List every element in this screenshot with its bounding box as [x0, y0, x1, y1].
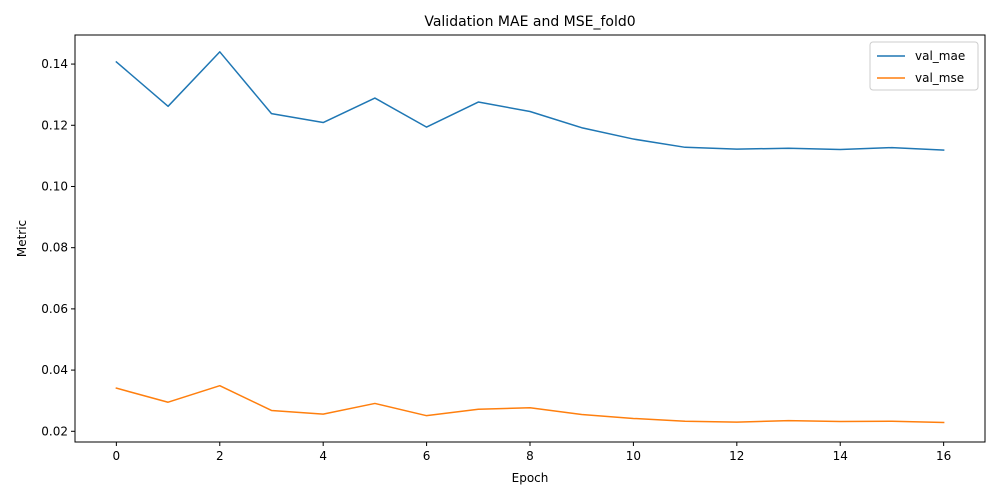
legend-items: val_mae val_mse [877, 49, 965, 85]
plot-area: 0 2 4 6 8 10 12 14 16 0.020.040.060.080.100.120.… [41, 34, 986, 463]
y-axis-ticks: 0.02 0.04 0.06 0.08 0.10 0.12 0.14 [41, 57, 75, 438]
y-tick-label: 0.02 [41, 424, 68, 438]
chart-title: Validation MAE and MSE_fold0 [424, 14, 635, 30]
y-tick-label: 0.08 [41, 241, 68, 255]
y-tick-label: 0.14 [41, 57, 68, 71]
y-tick-label: 0.10 [41, 179, 68, 193]
x-tick-label: 16 [936, 449, 951, 463]
x-tick-label: 4 [319, 449, 327, 463]
x-tick-label: 8 [526, 449, 534, 463]
series-line-val-mae [115, 51, 945, 151]
y-tick-label: 0.12 [41, 118, 68, 132]
x-tick-label: 14 [833, 449, 848, 463]
series-lines [115, 51, 945, 424]
legend: val_mae val_mse [869, 41, 979, 91]
x-tick-label: 2 [216, 449, 224, 463]
x-tick-label: 12 [729, 449, 744, 463]
x-tick-label: 6 [423, 449, 431, 463]
x-tick-label: 10 [626, 449, 641, 463]
x-tick-label: 0 [113, 449, 121, 463]
y-axis-title: Metric [15, 220, 29, 257]
legend-label-val-mse: val_mse [915, 71, 964, 85]
x-axis-ticks: 0 2 4 6 8 10 12 14 16 [113, 442, 951, 463]
y-tick-label: 0.06 [41, 302, 68, 316]
x-axis-title: Epoch [512, 471, 549, 485]
legend-label-val-mae: val_mae [915, 49, 965, 63]
series-line-val-mse [115, 384, 945, 424]
y-tick-label: 0.04 [41, 363, 68, 377]
